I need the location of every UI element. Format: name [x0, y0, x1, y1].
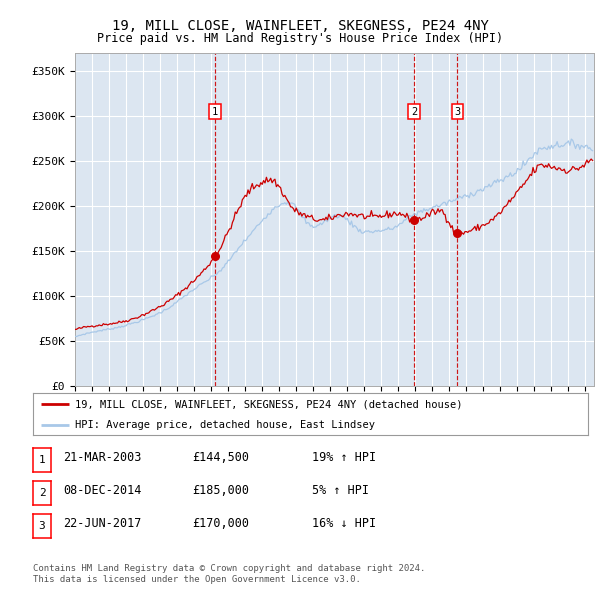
Text: 1: 1: [212, 107, 218, 117]
Text: HPI: Average price, detached house, East Lindsey: HPI: Average price, detached house, East…: [74, 420, 374, 430]
Text: 2: 2: [411, 107, 417, 117]
Text: 2: 2: [38, 488, 46, 498]
Text: 5% ↑ HPI: 5% ↑ HPI: [312, 484, 369, 497]
Text: £170,000: £170,000: [192, 517, 249, 530]
Text: 22-JUN-2017: 22-JUN-2017: [63, 517, 142, 530]
Text: 21-MAR-2003: 21-MAR-2003: [63, 451, 142, 464]
Text: 19% ↑ HPI: 19% ↑ HPI: [312, 451, 376, 464]
Text: Contains HM Land Registry data © Crown copyright and database right 2024.: Contains HM Land Registry data © Crown c…: [33, 565, 425, 573]
Text: 19, MILL CLOSE, WAINFLEET, SKEGNESS, PE24 4NY: 19, MILL CLOSE, WAINFLEET, SKEGNESS, PE2…: [112, 19, 488, 33]
Text: £144,500: £144,500: [192, 451, 249, 464]
Text: 3: 3: [38, 521, 46, 531]
Text: Price paid vs. HM Land Registry's House Price Index (HPI): Price paid vs. HM Land Registry's House …: [97, 32, 503, 45]
Text: 16% ↓ HPI: 16% ↓ HPI: [312, 517, 376, 530]
Text: 3: 3: [454, 107, 460, 117]
Text: £185,000: £185,000: [192, 484, 249, 497]
Text: This data is licensed under the Open Government Licence v3.0.: This data is licensed under the Open Gov…: [33, 575, 361, 584]
Text: 1: 1: [38, 455, 46, 465]
Text: 19, MILL CLOSE, WAINFLEET, SKEGNESS, PE24 4NY (detached house): 19, MILL CLOSE, WAINFLEET, SKEGNESS, PE2…: [74, 399, 462, 409]
Text: 08-DEC-2014: 08-DEC-2014: [63, 484, 142, 497]
